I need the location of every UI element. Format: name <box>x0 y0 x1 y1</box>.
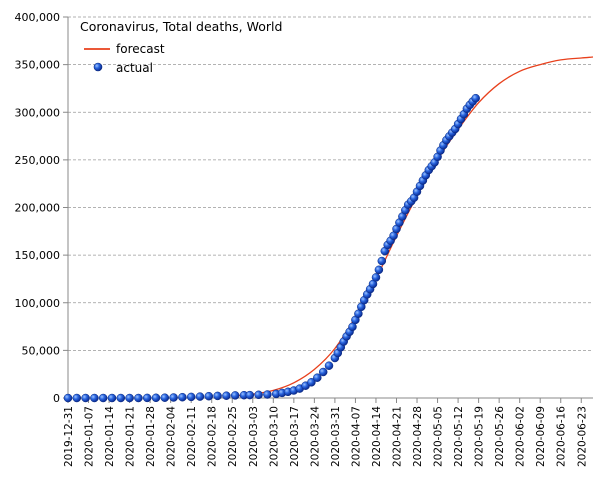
x-tick-label: 2020-01-07 <box>84 406 96 467</box>
y-tick-label: 300,000 <box>15 106 61 119</box>
actual-point <box>178 392 187 402</box>
actual-point <box>72 393 82 403</box>
x-tick-label: 2020-03-24 <box>309 406 321 467</box>
x-tick-label: 2020-02-11 <box>186 406 198 467</box>
actual-point <box>195 392 205 401</box>
x-tick-label: 2020-06-23 <box>576 406 588 467</box>
actual-point <box>142 393 152 403</box>
grid-lines <box>68 16 593 351</box>
actual-point <box>324 361 334 370</box>
x-tick-label: 2020-03-03 <box>248 406 260 467</box>
legend: forecast actual <box>84 42 165 75</box>
actual-point <box>377 256 387 266</box>
actual-point <box>98 393 108 403</box>
y-tick-label: 150,000 <box>15 249 61 262</box>
actual-point <box>371 273 381 282</box>
actual-point <box>160 393 170 402</box>
y-tick-label: 0 <box>53 392 60 405</box>
x-tick-label: 2019-12-31 <box>63 406 75 467</box>
actual-point <box>318 367 328 377</box>
actual-point <box>313 373 322 382</box>
x-tick-label: 2020-01-21 <box>125 406 137 467</box>
x-tick-label: 2020-04-28 <box>412 406 424 467</box>
actual-point <box>107 393 117 403</box>
actual-point <box>213 391 222 401</box>
x-tick-label: 2020-05-12 <box>453 406 465 467</box>
actual-point <box>134 393 143 403</box>
y-tick-label: 250,000 <box>15 154 61 167</box>
x-tick-label: 2020-02-25 <box>227 406 239 467</box>
x-tick-label: 2020-05-26 <box>494 406 506 467</box>
x-tick-label: 2020-02-04 <box>166 406 178 467</box>
actual-point <box>263 390 272 399</box>
x-tick-label: 2020-04-07 <box>350 406 362 467</box>
actual-point <box>186 392 196 402</box>
y-tick-label: 400,000 <box>15 11 61 24</box>
actual-point <box>374 265 384 275</box>
x-tick-label: 2020-05-19 <box>474 406 486 467</box>
x-tick-label: 2020-03-17 <box>289 406 301 467</box>
actual-point <box>81 393 90 403</box>
x-tick-label: 2020-06-02 <box>515 406 527 467</box>
y-tick-label: 350,000 <box>15 59 61 72</box>
x-tick-label: 2020-01-28 <box>145 406 157 467</box>
x-tick-label: 2020-03-10 <box>268 406 280 467</box>
actual-point <box>90 393 99 403</box>
actual-point <box>230 391 240 400</box>
actual-point <box>307 378 316 387</box>
x-tick-label: 2020-02-18 <box>207 406 219 467</box>
x-tick-label: 2020-04-14 <box>371 406 383 467</box>
x-tick-label: 2020-06-16 <box>556 406 568 467</box>
actual-point <box>204 391 214 401</box>
legend-actual-label: actual <box>116 61 153 75</box>
x-tick-label: 2020-03-31 <box>330 406 342 467</box>
actual-point <box>222 391 231 400</box>
actual-point <box>471 93 480 103</box>
actual-point <box>125 393 134 403</box>
y-tick-labels: 0 50,000 100,000 150,000 200,000 250,000 300,0… <box>15 11 68 405</box>
actual-point <box>245 390 255 400</box>
y-tick-label: 100,000 <box>15 297 61 310</box>
x-tick-label: 2020-01-14 <box>104 406 116 467</box>
actual-point <box>169 393 178 402</box>
x-tick-label: 2020-05-05 <box>433 406 445 467</box>
series-layer <box>63 56 594 403</box>
y-tick-label: 50,000 <box>22 344 61 357</box>
actual-point <box>116 393 126 403</box>
x-tick-label: 2020-04-21 <box>391 406 403 467</box>
y-tick-label: 200,000 <box>15 202 61 215</box>
x-tick-label: 2020-06-09 <box>535 406 547 467</box>
x-tick-labels: 2019-12-31 2020-01-07 2020-01-14 2020-01-21… <box>63 398 588 467</box>
actual-point <box>63 393 73 403</box>
legend-actual-swatch <box>93 62 103 72</box>
chart-title: Coronavirus, Total deaths, World <box>80 19 282 34</box>
actual-point <box>254 390 263 400</box>
forecast-line <box>232 56 594 397</box>
legend-forecast-label: forecast <box>116 42 165 56</box>
actual-point <box>151 393 161 403</box>
